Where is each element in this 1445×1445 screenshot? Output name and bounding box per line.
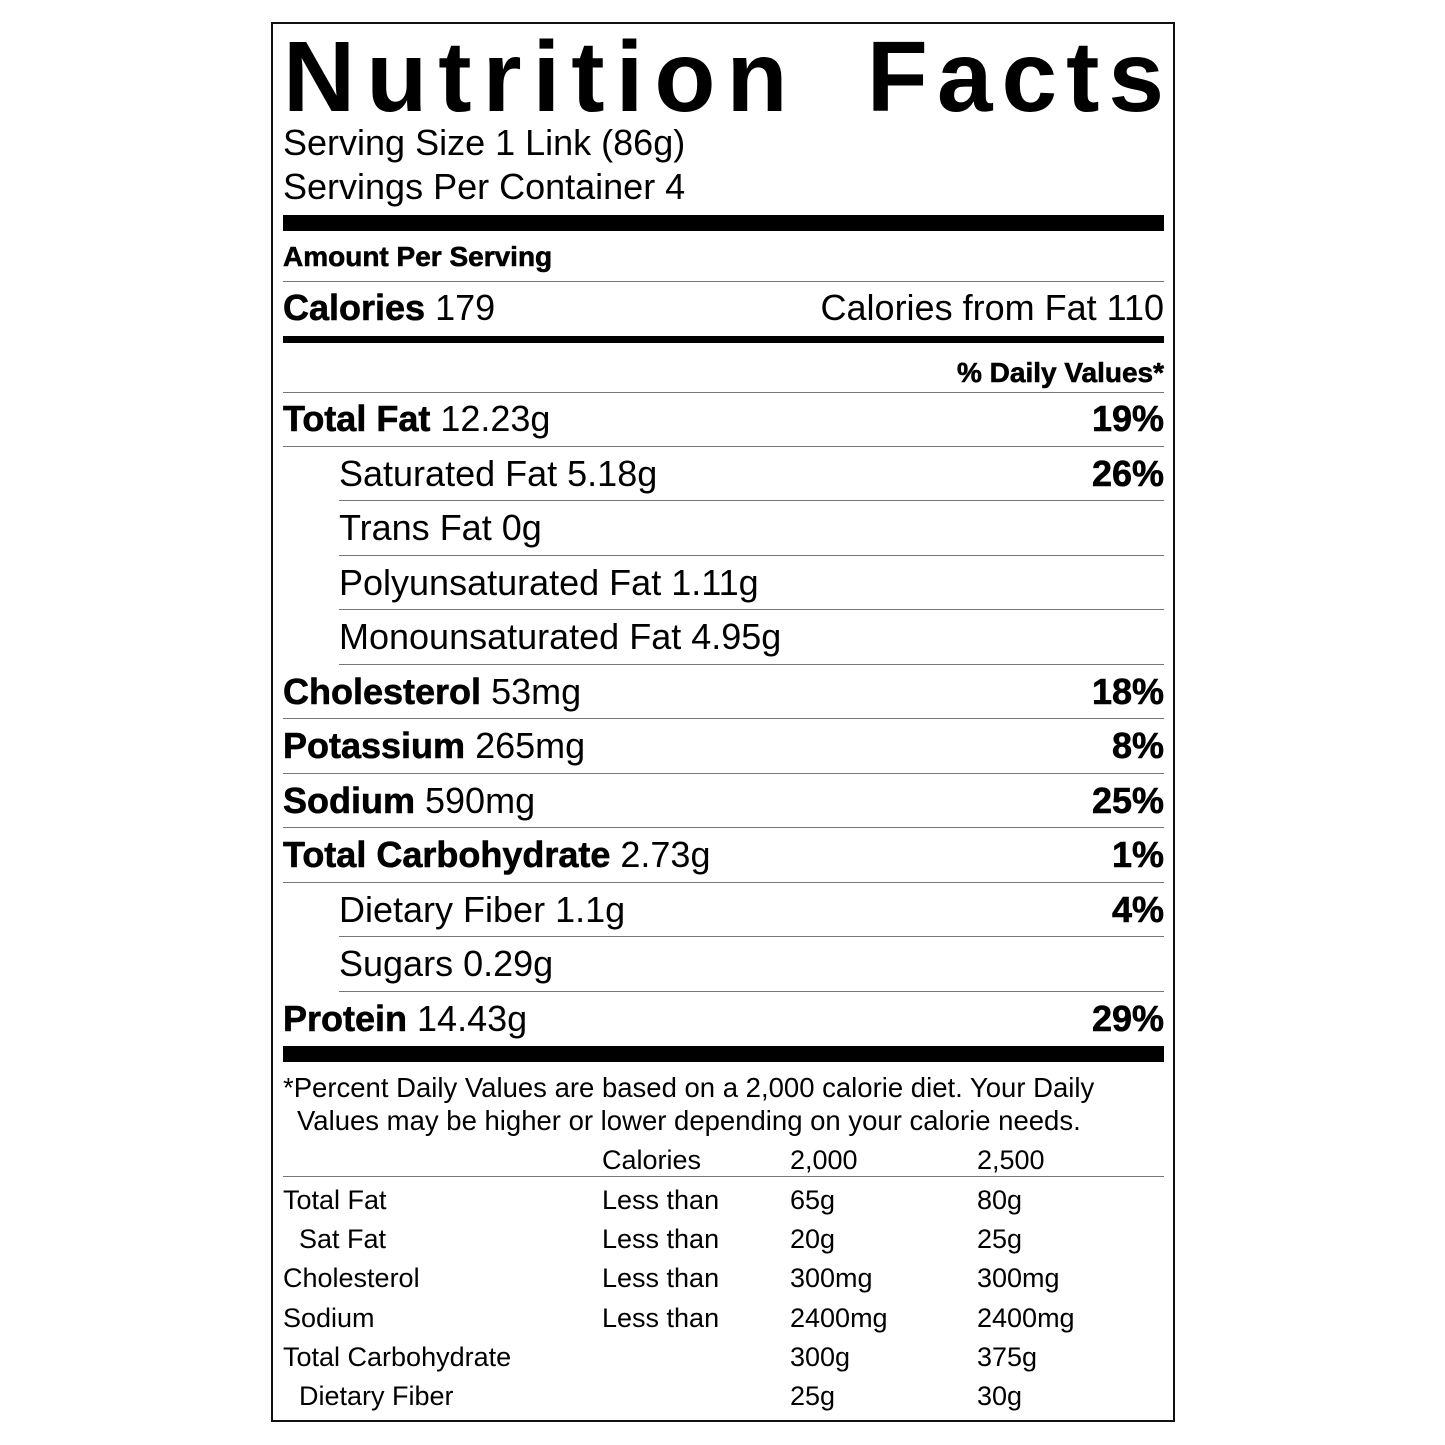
nutrient-row: Total Fat 12.23g 19% — [283, 392, 1164, 447]
nutrient-amount: 1.11g — [671, 561, 759, 603]
table-cell: Less than — [602, 1224, 720, 1254]
table-cell: 375g — [977, 1342, 1038, 1372]
serving-size: Serving Size 1 Link (86g) — [283, 122, 686, 163]
nutrient-daily-value: 25% — [1091, 779, 1165, 821]
nutrient-amount: 1.1g — [555, 888, 626, 930]
calories-row: Calories 179 Calories from Fat 110 — [283, 281, 1164, 336]
amount-per-serving: Amount Per Serving — [283, 241, 553, 273]
nutrient-amount: 2.73g — [620, 834, 711, 875]
reference-table-header: Calories 2,000 2,500 — [283, 1141, 1164, 1180]
reference-table-row: Dietary Fiber 25g 30g — [283, 1377, 1164, 1416]
divider — [283, 1176, 1164, 1177]
nutrient-amount: 590mg — [425, 779, 536, 821]
nutrient-row: Trans Fat 0g — [339, 501, 1164, 556]
table-cell: Calories — [602, 1145, 702, 1175]
servings-per-container: Servings Per Container 4 — [283, 166, 686, 207]
nutrient-name: Saturated Fat — [339, 452, 558, 494]
table-cell: Sat Fat — [299, 1224, 387, 1254]
reference-table-row: Sodium Less than 2400mg 2400mg — [283, 1299, 1164, 1338]
nutrient-amount: 4.95g — [691, 616, 782, 657]
table-cell: 25g — [977, 1224, 1023, 1254]
table-cell: 2400mg — [977, 1303, 1075, 1333]
table-cell: Less than — [602, 1303, 720, 1333]
nutrient-row: Dietary Fiber 1.1g 4% — [339, 883, 1165, 937]
thick-divider — [283, 215, 1164, 231]
table-cell: 30g — [977, 1381, 1023, 1411]
table-cell: Less than — [602, 1185, 720, 1215]
nutrient-row: Saturated Fat 5.18g 26% — [339, 447, 1165, 501]
table-cell: 300g — [790, 1342, 851, 1372]
nutrient-name: Polyunsaturated Fat — [339, 561, 662, 603]
table-cell: 2,000 — [790, 1145, 858, 1175]
table-cell: 2400mg — [790, 1303, 888, 1333]
footnote-line: Values may be higher or lower depending … — [297, 1105, 1081, 1136]
table-cell: 25g — [790, 1381, 836, 1411]
nutrient-amount: 12.23g — [440, 398, 551, 439]
nutrient-name: Potassium — [283, 725, 466, 767]
nutrient-name: Trans Fat — [339, 507, 492, 548]
label-title: Nutrition Facts — [283, 27, 1164, 127]
calories-from-fat: Calories from Fat 110 — [820, 287, 1164, 328]
nutrient-amount: 0g — [501, 507, 542, 548]
nutrient-daily-value: 29% — [1091, 997, 1165, 1039]
nutrient-name: Protein — [283, 997, 408, 1039]
table-cell: Less than — [602, 1263, 720, 1293]
thick-divider — [283, 1046, 1164, 1062]
table-cell: Cholesterol — [283, 1263, 420, 1293]
nutrient-amount: 0.29g — [463, 943, 554, 984]
nutrient-name: Total Carbohydrate — [283, 834, 611, 876]
nutrient-name: Sugars — [339, 943, 454, 984]
nutrient-name: Monounsaturated Fat — [339, 616, 682, 657]
reference-table-row: Total Fat Less than 65g 80g — [283, 1181, 1164, 1220]
nutrient-row: Polyunsaturated Fat 1.11g — [339, 556, 1164, 610]
nutrient-name: Sodium — [283, 779, 416, 821]
nutrient-daily-value: 8% — [1111, 725, 1165, 767]
table-cell: 2,500 — [977, 1145, 1045, 1175]
title-word: Nutrition — [283, 21, 799, 133]
nutrient-daily-value: 19% — [1091, 398, 1165, 440]
nutrient-row: Protein 14.43g 29% — [283, 992, 1165, 1047]
table-cell: Total Fat — [283, 1185, 387, 1215]
table-cell: 300mg — [977, 1263, 1060, 1293]
nutrient-row: Cholesterol 53mg 18% — [283, 665, 1165, 719]
reference-table-row: Total Carbohydrate 300g 375g — [283, 1338, 1164, 1377]
nutrient-row: Monounsaturated Fat 4.95g — [339, 610, 1164, 665]
table-cell: Total Carbohydrate — [283, 1342, 512, 1372]
nutrient-name: Cholesterol — [283, 670, 482, 712]
medium-divider — [283, 336, 1164, 343]
daily-values-header: % Daily Values* — [956, 357, 1165, 389]
nutrient-row: Total Carbohydrate 2.73g 1% — [283, 828, 1164, 883]
table-cell: 65g — [790, 1185, 836, 1215]
table-cell: 80g — [977, 1185, 1023, 1215]
nutrient-amount: 265mg — [475, 725, 586, 766]
nutrient-name: Total Fat — [283, 398, 431, 440]
footnote-line: *Percent Daily Values are based on a 2,0… — [283, 1072, 1095, 1103]
nutrient-amount: 14.43g — [417, 997, 528, 1039]
table-cell: Sodium — [283, 1303, 375, 1333]
nutrient-daily-value: 1% — [1111, 834, 1165, 876]
nutrient-row: Sodium 590mg 25% — [283, 774, 1165, 828]
divider — [283, 281, 1164, 282]
table-cell: 20g — [790, 1224, 836, 1254]
nutrient-name: Dietary Fiber — [339, 888, 546, 930]
nutrient-amount: 53mg — [491, 670, 582, 712]
nutrient-amount: 5.18g — [567, 452, 658, 494]
table-cell: 300mg — [790, 1263, 873, 1293]
reference-table-row: Sat Fat Less than 20g 25g — [283, 1220, 1164, 1259]
divider — [283, 392, 1164, 393]
nutrient-daily-value: 4% — [1111, 888, 1165, 930]
nutrient-row: Sugars 0.29g — [339, 937, 1164, 992]
nutrition-facts-label: Nutrition Facts Serving Size 1 Link (86g… — [271, 22, 1175, 1422]
title-word: Facts — [866, 21, 1173, 133]
nutrient-daily-value: 18% — [1091, 670, 1165, 712]
nutrient-row: Potassium 265mg 8% — [283, 719, 1164, 774]
reference-table-row: Cholesterol Less than 300mg 300mg — [283, 1259, 1164, 1298]
calories-label: Calories — [283, 287, 426, 329]
nutrient-daily-value: 26% — [1091, 452, 1165, 494]
calories-value: 179 — [435, 287, 496, 328]
table-cell: Dietary Fiber — [299, 1381, 454, 1411]
